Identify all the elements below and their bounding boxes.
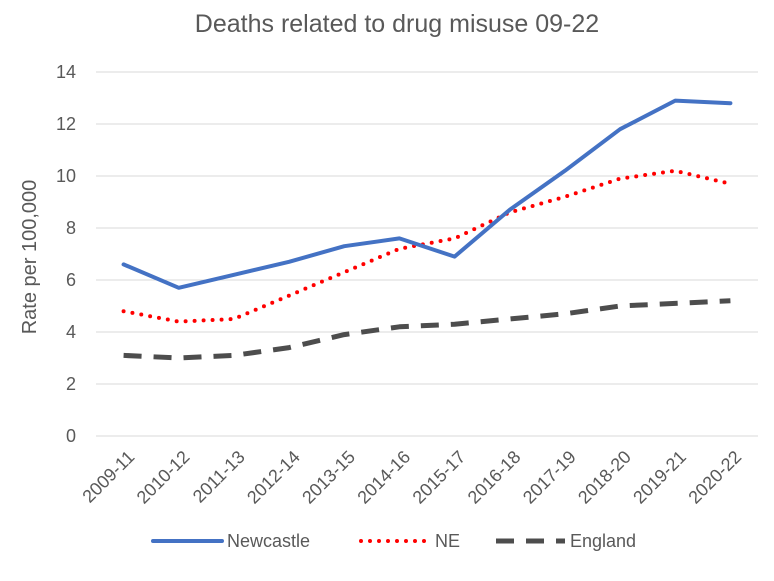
legend-item-newcastle: Newcastle: [151, 531, 310, 551]
x-tick-label: 2019-21: [629, 447, 690, 508]
x-tick-label: 2012-14: [243, 447, 304, 508]
legend-item-ne: NE: [359, 531, 460, 551]
x-tick-label: 2018-20: [574, 447, 635, 508]
x-tick-label: 2016-18: [464, 447, 525, 508]
legend: Newcastle NE England: [151, 531, 636, 551]
x-tick-label: 2013-15: [298, 447, 359, 508]
series-line-england: [123, 298, 731, 361]
x-tick-label: 2014-16: [353, 447, 414, 508]
legend-label: Newcastle: [227, 531, 310, 551]
gridlines: [96, 71, 758, 437]
y-tick-label: 14: [56, 62, 76, 82]
y-tick-label: 0: [66, 426, 76, 446]
x-tick-label: 2011-13: [189, 447, 249, 507]
chart-title: Deaths related to drug misuse 09-22: [195, 10, 599, 38]
x-tick-label: 2009-11: [78, 447, 138, 507]
y-axis-ticks: 0 2 4 6 8 10 12 14: [56, 62, 76, 446]
y-tick-label: 12: [56, 114, 76, 134]
legend-item-england: England: [496, 531, 636, 551]
series-line-newcastle: [121, 98, 733, 290]
x-tick-label: 2017-19: [519, 447, 580, 508]
series-line-ne: [121, 168, 733, 324]
x-tick-label: 2015-17: [409, 447, 470, 508]
legend-label: England: [570, 531, 636, 551]
y-tick-label: 10: [56, 166, 76, 186]
y-axis-label: Rate per 100,000: [19, 180, 41, 335]
y-tick-label: 2: [66, 374, 76, 394]
legend-label: NE: [435, 531, 460, 551]
series-lines: [121, 98, 733, 361]
y-tick-label: 4: [66, 322, 76, 342]
x-tick-label: 2010-12: [133, 447, 194, 508]
y-tick-label: 8: [66, 218, 76, 238]
x-tick-label: 2020-22: [684, 447, 745, 508]
x-axis-ticks: 2009-112010-122011-132012-142013-152014-…: [78, 447, 745, 508]
y-tick-label: 6: [66, 270, 76, 290]
